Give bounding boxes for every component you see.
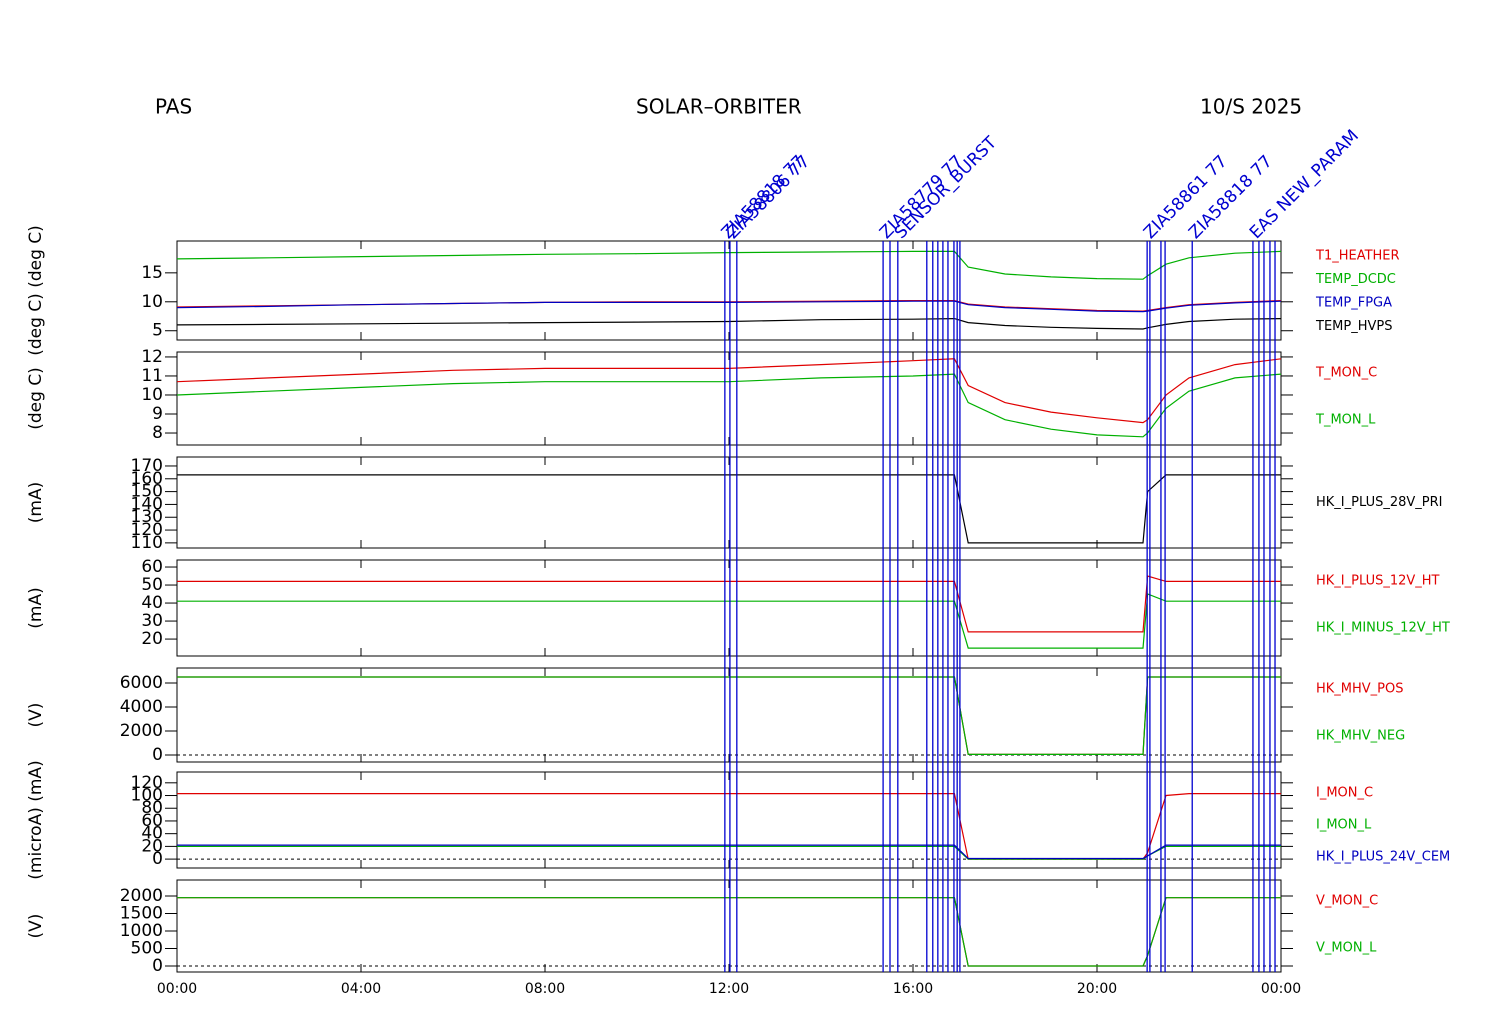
y-tick-label: 80 — [141, 798, 163, 818]
y-tick-label: 60 — [141, 811, 163, 831]
y-axis-label: (V) — [26, 703, 46, 728]
y-axis-label: (microA) (mA) — [26, 760, 46, 879]
y-tick-label: 160 — [131, 469, 163, 489]
legend-label: T_MON_L — [1315, 413, 1376, 428]
panel-frame — [176, 240, 1282, 341]
y-axis-label: (deg C) (deg C) — [26, 225, 46, 356]
y-tick-label: 0 — [152, 956, 163, 976]
y-tick-label: 20 — [141, 629, 163, 649]
panel-frame — [176, 351, 1282, 446]
legend-label: T1_HEATHER — [1315, 249, 1400, 264]
header-left: PAS — [155, 95, 192, 119]
x-tick-label: 00:00 — [1261, 981, 1301, 997]
panel-frame — [176, 667, 1282, 763]
series-line — [177, 575, 1281, 633]
y-tick-label: 140 — [131, 494, 163, 514]
panel-frame — [176, 456, 1282, 549]
series-line — [177, 373, 1281, 438]
panel-frame — [176, 771, 1282, 869]
series-line — [177, 845, 1281, 860]
x-tick-label: 12:00 — [709, 981, 749, 997]
legend-label: HK_I_PLUS_12V_HT — [1316, 574, 1440, 589]
y-axis-label: (V) — [26, 914, 46, 939]
y-tick-label: 1000 — [120, 921, 163, 941]
y-axis-label: (mA) — [26, 482, 46, 523]
y-tick-label: 2000 — [120, 721, 163, 741]
legend-label: TEMP_HVPS — [1315, 319, 1392, 334]
y-tick-label: 120 — [131, 773, 163, 793]
y-tick-label: 5 — [152, 321, 163, 341]
y-tick-label: 4000 — [120, 697, 163, 717]
y-tick-label: 1500 — [120, 904, 163, 924]
y-tick-label: 40 — [141, 824, 163, 844]
header-right: 10/S 2025 — [1200, 95, 1302, 119]
x-tick-label: 08:00 — [525, 981, 565, 997]
panel-frame — [176, 559, 1282, 657]
y-tick-label: 15 — [141, 263, 163, 283]
y-tick-label: 11 — [141, 366, 163, 386]
legend-label: HK_I_PLUS_28V_PRI — [1316, 495, 1442, 510]
y-tick-label: 130 — [131, 507, 163, 527]
legend-label: HK_I_PLUS_24V_CEM — [1316, 850, 1450, 865]
legend-label: HK_MHV_POS — [1316, 682, 1404, 697]
legend-label: V_MON_L — [1316, 941, 1377, 956]
y-tick-label: 6000 — [120, 673, 163, 693]
series-line — [177, 358, 1281, 424]
series-line — [177, 474, 1281, 544]
y-tick-label: 120 — [131, 520, 163, 540]
legend-label: I_MON_C — [1316, 786, 1373, 801]
y-tick-label: 150 — [131, 482, 163, 502]
y-axis-label: (mA) — [26, 587, 46, 628]
legend-label: T_MON_C — [1315, 366, 1377, 381]
series-line — [177, 317, 1281, 330]
legend-label: V_MON_C — [1316, 894, 1378, 909]
event-label: EAS NEW_PARAM — [1246, 126, 1363, 243]
event-label: SENSOR_BURST — [891, 132, 1002, 243]
y-axis-label: (deg C) — [26, 367, 46, 430]
event-label: ZIA58806 77 — [723, 152, 815, 244]
series-line — [177, 897, 1281, 967]
y-tick-label: 500 — [131, 939, 163, 959]
y-tick-label: 8 — [152, 423, 163, 443]
x-tick-label: 00:00 — [157, 981, 197, 997]
legend-label: TEMP_FPGA — [1315, 296, 1392, 311]
y-tick-label: 2000 — [120, 886, 163, 906]
y-tick-label: 20 — [141, 836, 163, 856]
y-tick-label: 110 — [131, 533, 163, 553]
y-tick-label: 50 — [141, 575, 163, 595]
panel-frame — [176, 879, 1282, 973]
legend-label: HK_MHV_NEG — [1316, 729, 1405, 744]
y-tick-label: 10 — [141, 385, 163, 405]
x-tick-label: 20:00 — [1077, 981, 1117, 997]
series-line — [177, 897, 1281, 967]
series-line — [177, 300, 1281, 313]
y-tick-label: 100 — [131, 786, 163, 806]
y-tick-label: 30 — [141, 611, 163, 631]
y-tick-label: 12 — [141, 347, 163, 367]
legend-label: HK_I_MINUS_12V_HT — [1316, 621, 1450, 636]
y-tick-label: 9 — [152, 404, 163, 424]
header-center: SOLAR–ORBITER — [636, 95, 802, 119]
legend-label: TEMP_DCDC — [1315, 272, 1396, 287]
series-line — [177, 676, 1281, 755]
series-line — [177, 250, 1281, 280]
x-tick-label: 04:00 — [341, 981, 381, 997]
y-tick-label: 60 — [141, 557, 163, 577]
y-tick-label: 0 — [152, 849, 163, 869]
series-line — [177, 676, 1281, 755]
x-tick-label: 16:00 — [893, 981, 933, 997]
y-tick-label: 40 — [141, 593, 163, 613]
legend-label: I_MON_L — [1316, 818, 1372, 833]
y-tick-label: 10 — [141, 292, 163, 312]
series-line — [177, 844, 1281, 860]
y-tick-label: 0 — [152, 745, 163, 765]
series-line — [177, 793, 1281, 860]
series-line — [177, 593, 1281, 649]
y-tick-label: 170 — [131, 456, 163, 476]
